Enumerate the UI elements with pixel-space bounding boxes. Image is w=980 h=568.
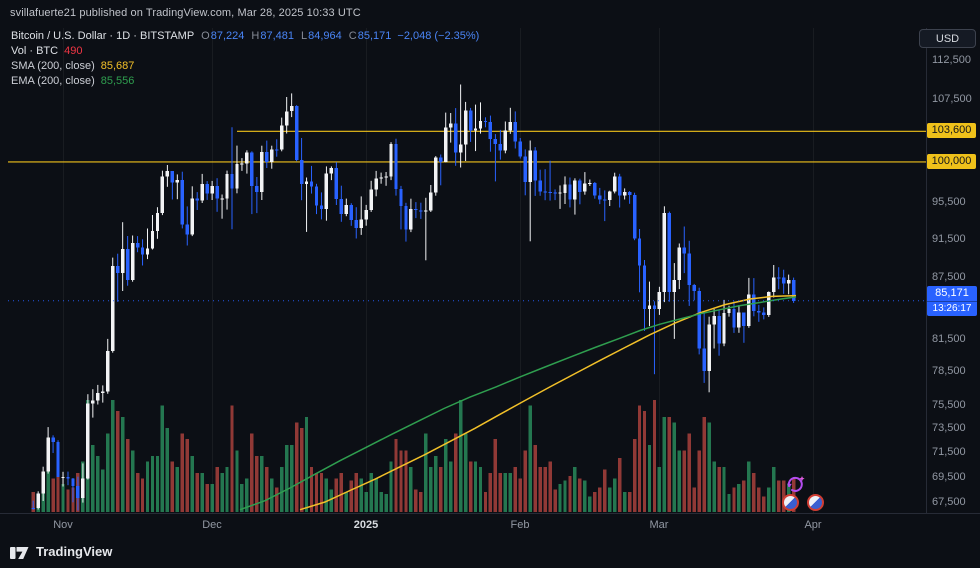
brand-name[interactable]: TradingView [36, 543, 113, 559]
volume-indicator-label[interactable]: Vol · BTC [11, 45, 59, 57]
price-tick-label: 107,500 [932, 93, 972, 105]
swirl-arrows-sticker-icon[interactable] [783, 473, 807, 500]
last-price-badge: 85,171 13:26:17 [927, 286, 977, 316]
symbol-title[interactable]: Bitcoin / U.S. Dollar · 1D · BITSTAMP [11, 30, 195, 42]
legend-symbol-row: Bitcoin / U.S. Dollar · 1D · BITSTAMP O87… [11, 29, 479, 43]
sma-value: 85,687 [100, 60, 135, 72]
attribution-text: svillafuerte21 published on TradingView.… [10, 7, 361, 19]
time-tick-label: Dec [202, 519, 222, 531]
change-value: −2,048 (−2.35%) [397, 30, 480, 42]
tradingview-logo-icon[interactable] [10, 543, 29, 559]
price-tick-label: 67,500 [932, 496, 966, 508]
price-tick-label: 91,500 [932, 233, 966, 245]
time-tick-label: Mar [649, 519, 669, 531]
ema-value: 85,556 [100, 75, 135, 87]
high-label: H [251, 30, 260, 42]
sma200-line[interactable] [299, 294, 797, 511]
legend-sma-row: SMA (200, close) 85,687 [11, 59, 479, 73]
last-price-value: 85,171 [927, 286, 977, 301]
time-tick-label: 2025 [353, 519, 379, 531]
price-tick-label: 112,500 [932, 54, 971, 66]
price-tick-label: 95,500 [932, 196, 966, 208]
ema200-line[interactable] [239, 296, 797, 511]
low-value: 84,964 [308, 30, 342, 42]
price-tick-label: 69,500 [932, 471, 966, 483]
close-value: 85,171 [357, 30, 392, 42]
roundel-badge-icon[interactable] [807, 494, 824, 511]
price-tick-label: 87,500 [932, 271, 966, 283]
gridlines [63, 28, 814, 513]
volume-value: 490 [64, 45, 83, 57]
price-tick-label: 75,500 [932, 399, 966, 411]
price-tick-label: 78,500 [932, 365, 966, 377]
price-tick-label: 73,500 [932, 422, 966, 434]
level-price-label: 103,600 [927, 123, 976, 138]
close-label: C [348, 30, 357, 42]
roundel-badge-icon[interactable] [782, 494, 799, 511]
low-label: L [301, 30, 308, 42]
price-level-lines[interactable] [8, 130, 926, 163]
price-tick-label: 71,500 [932, 446, 966, 458]
chart-legend: Bitcoin / U.S. Dollar · 1D · BITSTAMP O87… [11, 29, 479, 88]
time-tick-label: Feb [510, 519, 530, 531]
legend-ema-row: EMA (200, close) 85,556 [11, 74, 479, 88]
bar-countdown: 13:26:17 [927, 301, 977, 316]
legend-volume-row: Vol · BTC 490 [11, 44, 479, 58]
currency-button[interactable]: USD [919, 29, 976, 48]
sma-indicator-label[interactable]: SMA (200, close) [11, 60, 95, 72]
time-tick-label: Nov [53, 519, 73, 531]
high-value: 87,481 [260, 30, 294, 42]
price-tick-label: 81,500 [932, 333, 966, 345]
open-label: O [201, 30, 210, 42]
open-value: 87,224 [210, 30, 245, 42]
ema-indicator-label[interactable]: EMA (200, close) [11, 75, 95, 87]
candle-series [31, 84, 796, 511]
footer-brand: TradingView [10, 543, 112, 559]
level-price-label: 100,000 [927, 154, 976, 169]
time-tick-label: Apr [804, 519, 822, 531]
